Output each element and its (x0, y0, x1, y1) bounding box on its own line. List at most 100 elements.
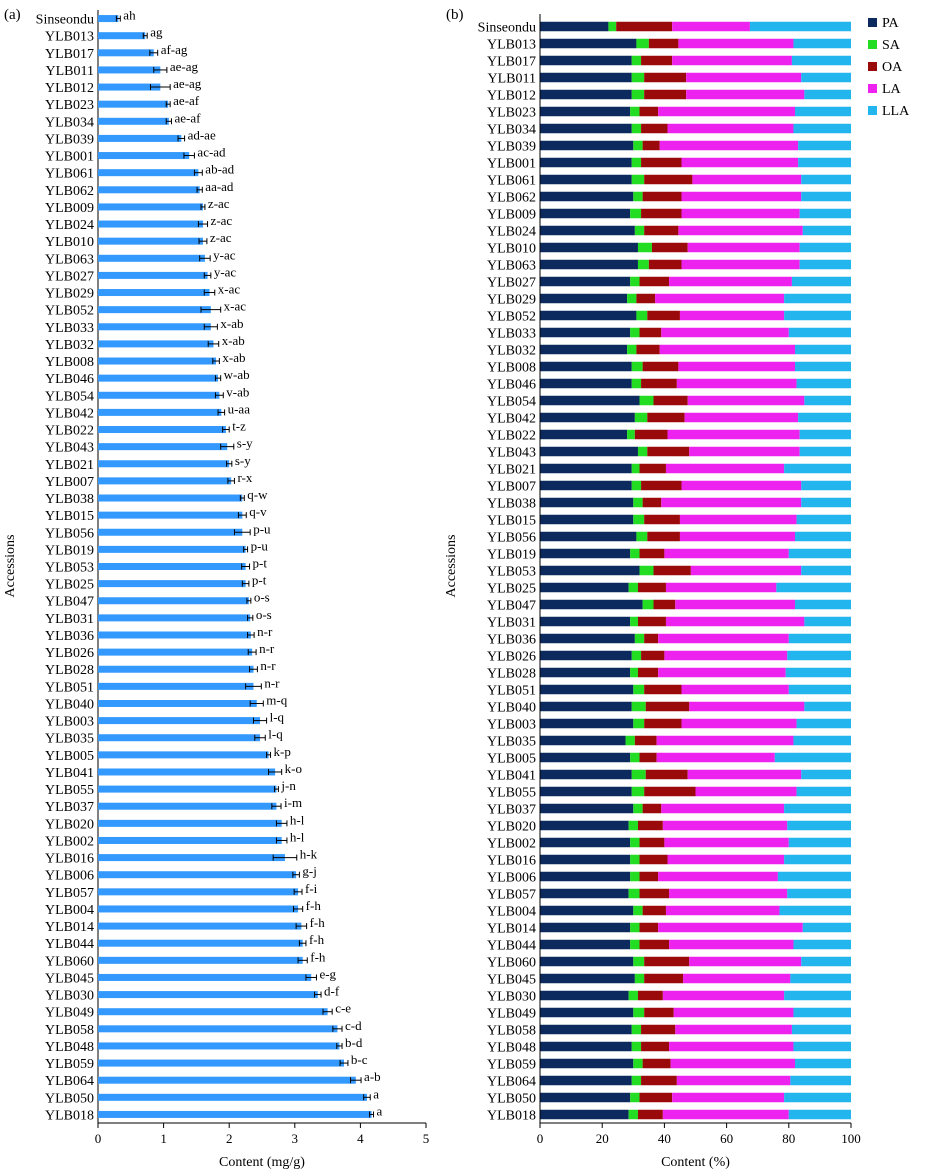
x-tick-label: 80 (782, 1131, 795, 1146)
category-label: YLB002 (487, 837, 536, 852)
stack-segment (637, 582, 666, 593)
bar (98, 66, 161, 74)
significance-label: c-d (345, 1018, 362, 1033)
category-label: YLB011 (488, 72, 536, 87)
stack-segment (687, 769, 802, 780)
stack-segment (791, 55, 851, 66)
stack-segment (801, 769, 851, 780)
legend-swatch (868, 18, 877, 27)
y-axis-title: Accessions (3, 535, 18, 598)
stack-segment (628, 582, 638, 593)
category-label: YLB059 (487, 1058, 536, 1073)
stack-segment (636, 531, 648, 542)
stack-segment (788, 837, 851, 848)
stack-segment (608, 21, 617, 32)
category-label: YLB044 (487, 939, 536, 954)
stack-segment (634, 429, 668, 440)
significance-label: b-d (345, 1035, 363, 1050)
stack-segment (692, 174, 802, 185)
legend-label: OA (882, 60, 903, 75)
stack-segment (672, 21, 750, 32)
stack-segment (641, 1024, 676, 1035)
stack-segment (801, 497, 851, 508)
stack-segment (540, 599, 643, 610)
category-label: YLB003 (45, 715, 94, 730)
stack-segment (667, 123, 794, 134)
stack-segment (641, 157, 682, 168)
stack-segment (540, 21, 609, 32)
category-label: YLB033 (45, 321, 94, 336)
bar (98, 134, 182, 142)
significance-label: p-t (253, 556, 268, 571)
category-label: YLB010 (487, 242, 536, 257)
significance-label: m-q (266, 692, 287, 707)
category-label: Sinseondu (36, 13, 94, 28)
stack-segment (801, 565, 851, 576)
category-label: YLB029 (487, 293, 536, 308)
stack-segment (648, 38, 679, 49)
legend-label: LLA (882, 104, 910, 119)
stack-segment (540, 310, 637, 321)
x-tick-label: 60 (720, 1131, 733, 1146)
significance-label: ae-ag (173, 76, 202, 91)
stack-segment (637, 820, 663, 831)
category-label: YLB030 (487, 990, 536, 1005)
category-label: YLB041 (45, 766, 94, 781)
stack-segment (799, 242, 851, 253)
bar (98, 49, 154, 57)
stack-segment (779, 905, 851, 916)
category-label: YLB063 (487, 259, 536, 274)
stack-segment (801, 174, 851, 185)
stack-segment (787, 820, 851, 831)
stack-segment (687, 395, 805, 406)
stack-segment (540, 89, 632, 100)
stack-segment (639, 463, 666, 474)
stack-segment (631, 72, 645, 83)
stack-segment (804, 89, 851, 100)
stack-segment (788, 1109, 851, 1120)
stack-segment (641, 123, 668, 134)
category-label: YLB042 (487, 412, 536, 427)
stack-segment (630, 208, 642, 219)
significance-label: c-e (335, 1001, 351, 1016)
significance-label: a (373, 1086, 379, 1101)
bar (98, 460, 230, 468)
stack-segment (658, 106, 796, 117)
stack-segment (637, 616, 666, 627)
stack-segment (784, 1092, 851, 1103)
bar (98, 939, 303, 947)
stack-segment (639, 395, 654, 406)
stack-segment (631, 174, 645, 185)
bar (98, 1008, 328, 1016)
legend-label: LA (882, 82, 902, 97)
stack-segment (659, 140, 799, 151)
significance-label: k-o (285, 761, 302, 776)
bar (98, 1093, 367, 1101)
bar (98, 391, 220, 399)
stack-segment (630, 939, 640, 950)
stack-segment (540, 429, 628, 440)
stack-segment (644, 633, 659, 644)
stack-segment (665, 905, 780, 916)
category-label: YLB045 (45, 971, 94, 986)
category-label: YLB001 (45, 150, 94, 165)
bar (98, 751, 269, 759)
significance-label: f-h (306, 898, 322, 913)
stack-segment (639, 1092, 673, 1103)
category-label: YLB026 (487, 650, 536, 665)
x-tick-label: 4 (357, 1131, 364, 1146)
stack-segment (630, 837, 640, 848)
legend-swatch (868, 40, 877, 49)
category-label: YLB039 (487, 140, 536, 155)
x-tick-label: 5 (423, 1131, 430, 1146)
significance-label: o-s (256, 607, 272, 622)
bar (98, 374, 219, 382)
stack-segment (633, 191, 643, 202)
stack-segment (642, 497, 662, 508)
stack-segment (639, 854, 668, 865)
stack-segment (630, 548, 640, 559)
category-label: YLB020 (45, 817, 94, 832)
bar (98, 545, 246, 553)
significance-label: af-ag (161, 42, 188, 57)
significance-label: d-f (324, 984, 340, 999)
